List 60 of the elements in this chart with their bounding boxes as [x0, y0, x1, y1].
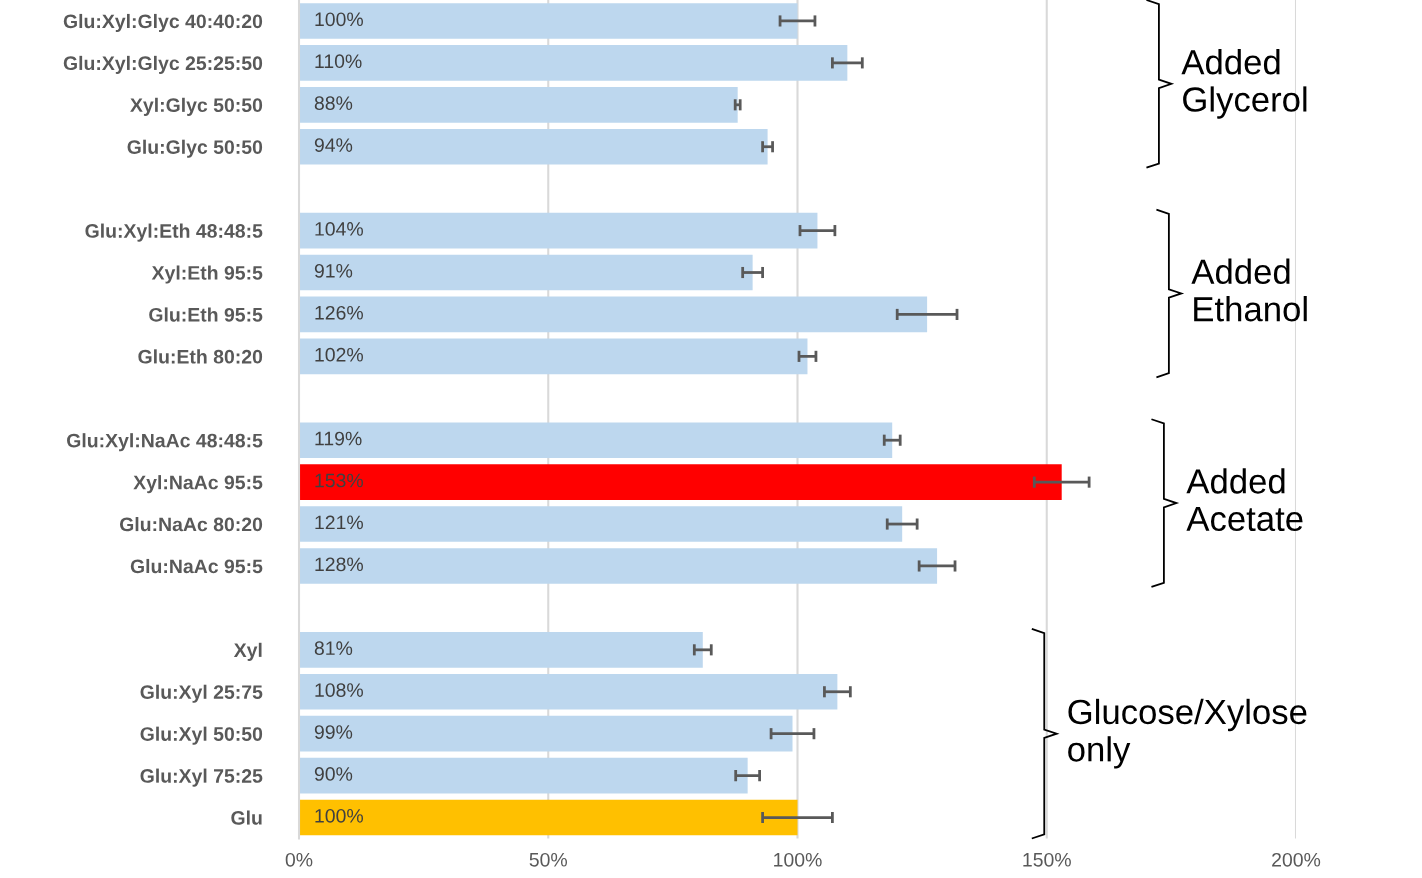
bar [299, 715, 793, 752]
y-tick-label: Glu:Xyl:NaAc 48:48:5 [67, 433, 263, 452]
x-tick-label: 50% [529, 852, 568, 867]
data-label: 121% [315, 515, 363, 530]
x-tick-label: 0% [285, 852, 313, 867]
bar [299, 45, 848, 81]
bar [299, 296, 928, 333]
x-tick-label: 200% [1272, 852, 1321, 867]
y-tick-label: Glu:Eth 80:20 [138, 349, 263, 364]
data-label: 88% [314, 96, 353, 111]
y-tick-label: Xyl [233, 642, 262, 661]
bar [299, 3, 798, 39]
bar [299, 632, 703, 668]
bar [299, 464, 1062, 500]
data-label: 81% [314, 641, 353, 656]
y-tick-label: Glu [231, 810, 262, 825]
bar [299, 254, 753, 291]
data-label: 119% [315, 431, 362, 446]
y-tick-label: Xyl:Eth 95:5 [151, 265, 263, 284]
y-tick-label: Xyl:NaAc 95:5 [133, 475, 263, 494]
data-label: 102% [315, 347, 363, 362]
data-label: 90% [314, 767, 353, 781]
bar [299, 799, 798, 836]
data-label: 100% [315, 808, 363, 823]
data-label: 153% [315, 473, 363, 488]
bar [299, 212, 818, 249]
bar [299, 128, 768, 165]
annotation: Added Glycerol [1181, 48, 1307, 119]
data-label: 128% [315, 557, 363, 572]
x-tick-label: 150% [1023, 852, 1071, 867]
bar [299, 86, 738, 123]
bar [299, 548, 938, 584]
y-tick-label: Glu:Xyl:Glyc 25:25:50 [63, 55, 263, 74]
y-tick-label: Glu:Xyl:Eth 48:48:5 [85, 223, 263, 242]
y-tick-label: Glu:NaAc 95:5 [130, 558, 263, 574]
data-label: 104% [315, 222, 363, 236]
y-tick-label: Glu:NaAc 80:20 [119, 517, 263, 532]
annotation: Added Acetate [1186, 468, 1303, 532]
x-tick-label: 100% [774, 852, 822, 867]
data-label: 99% [314, 725, 353, 739]
bar [299, 757, 748, 794]
data-label: 91% [314, 263, 353, 278]
bar [299, 506, 903, 542]
data-label: 108% [315, 683, 363, 697]
y-tick-label: Xyl:Glyc 50:50 [130, 97, 263, 116]
bar [299, 338, 808, 375]
y-tick-label: Glu:Eth 95:5 [149, 307, 263, 322]
y-tick-label: Glu:Glyc 50:50 [127, 139, 263, 158]
annotation: Glucose/Xylose only [1068, 698, 1307, 769]
y-tick-label: Glu:Xyl 75:25 [140, 768, 263, 787]
data-label: 110% [315, 54, 362, 69]
data-label: 100% [315, 12, 363, 27]
data-label: 126% [315, 305, 363, 320]
y-tick-label: Glu:Xyl 25:75 [140, 684, 263, 703]
bar [299, 422, 893, 459]
data-label: 94% [314, 138, 353, 152]
annotation: Added Ethanol [1191, 258, 1307, 322]
y-tick-label: Glu:Xyl:Glyc 40:40:20 [63, 13, 263, 33]
y-tick-label: Glu:Xyl 50:50 [140, 726, 263, 745]
bar [299, 673, 838, 710]
